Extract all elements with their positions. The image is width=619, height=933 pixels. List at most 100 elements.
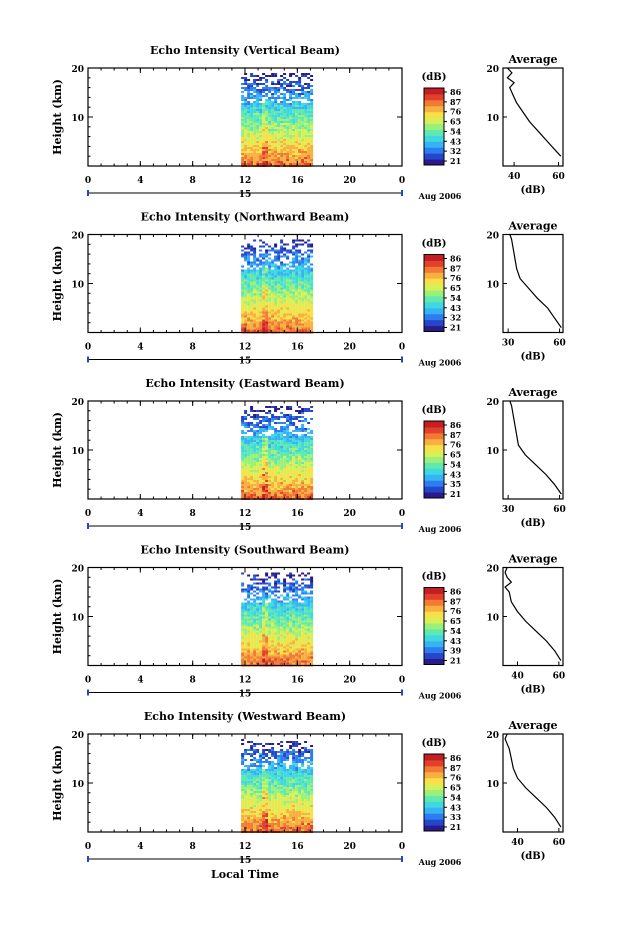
profile-x-tick: 30 — [502, 505, 515, 515]
colorbar-tick: 33 — [450, 812, 462, 822]
x-tick-label: 12 — [239, 343, 252, 353]
x-tick-label: 20 — [343, 176, 356, 186]
x-tick-label: 8 — [190, 343, 196, 353]
colorbar-tick: 39 — [450, 646, 462, 656]
panel-title: Echo Intensity (Vertical Beam) — [150, 44, 340, 57]
colorbar-tick: 43 — [450, 469, 462, 479]
panel-title: Echo Intensity (Southward Beam) — [141, 544, 350, 557]
colorbar-tick: 54 — [450, 126, 462, 136]
colorbar-tick: 54 — [450, 293, 462, 303]
date-day: 15 — [239, 523, 252, 533]
date-month: Aug 2006 — [418, 857, 462, 867]
x-tick-label: 4 — [137, 509, 143, 519]
colorbar-unit: (dB) — [422, 72, 447, 83]
x-tick-label: 20 — [343, 509, 356, 519]
profile-line — [510, 235, 561, 328]
x-tick-label: 0 — [399, 343, 405, 353]
colorbar-tick: 43 — [450, 303, 462, 313]
y-tick-label: 20 — [71, 565, 84, 575]
x-tick-label: 20 — [343, 676, 356, 686]
colorbar-tick: 86 — [450, 587, 462, 597]
x-tick-label: 0 — [399, 509, 405, 519]
date-month: Aug 2006 — [418, 358, 462, 368]
panels: Echo Intensity (Vertical Beam) 0 4 8 12 16 20 0… — [51, 44, 566, 867]
colorbar-unit: (dB) — [422, 738, 447, 749]
panel-title: Echo Intensity (Eastward Beam) — [145, 377, 344, 390]
x-tick-label: 12 — [239, 176, 252, 186]
colorbar — [424, 754, 444, 832]
profile-line — [505, 734, 561, 827]
colorbar-tick: 76 — [450, 606, 462, 616]
x-tick-label: 8 — [190, 509, 196, 519]
profile-y-tick: 10 — [486, 447, 499, 457]
x-tick-label: 0 — [85, 842, 91, 852]
colorbar-tick: 21 — [450, 156, 461, 166]
y-tick-label: 10 — [71, 114, 84, 124]
profile-x-tick: 60 — [553, 838, 566, 848]
x-tick-label: 0 — [399, 176, 405, 186]
colorbar-tick: 76 — [450, 440, 462, 450]
x-tick-label: 16 — [291, 676, 304, 686]
profile-y-tick: 10 — [486, 614, 499, 624]
x-tick-label: 8 — [190, 842, 196, 852]
x-tick-label: 0 — [399, 842, 405, 852]
colorbar — [424, 421, 444, 499]
x-tick-label: 4 — [137, 676, 143, 686]
colorbar-tick: 65 — [450, 117, 461, 127]
profile-y-tick: 10 — [486, 114, 499, 124]
colorbar — [424, 88, 444, 166]
profile-frame — [503, 68, 563, 166]
profile-line — [510, 401, 561, 494]
y-tick-label: 10 — [71, 614, 84, 624]
y-axis-label: Height (km) — [51, 745, 64, 821]
profile-x-tick: 60 — [553, 339, 566, 349]
date-day: 15 — [239, 190, 252, 200]
profile-y-tick: 20 — [486, 232, 499, 242]
x-tick-label: 12 — [239, 842, 252, 852]
x-tick-label: 20 — [343, 343, 356, 353]
x-tick-label: 4 — [137, 343, 143, 353]
colorbar-tick: 43 — [450, 136, 462, 146]
y-tick-label: 10 — [71, 780, 84, 790]
colorbar-unit: (dB) — [422, 572, 447, 583]
profile-x-tick: 60 — [552, 172, 565, 182]
profile-x-tick: 60 — [553, 672, 566, 682]
colorbar — [424, 255, 444, 333]
profile-line — [505, 568, 561, 661]
date-month: Aug 2006 — [418, 691, 462, 701]
colorbar-tick: 54 — [450, 792, 462, 802]
x-tick-label: 0 — [399, 676, 405, 686]
y-tick-label: 20 — [71, 398, 84, 408]
profile-y-tick: 10 — [486, 780, 499, 790]
colorbar-tick: 87 — [450, 763, 461, 773]
date-day: 15 — [239, 690, 252, 700]
profile-x-tick: 60 — [553, 505, 566, 515]
x-tick-label: 16 — [291, 842, 304, 852]
profile-y-tick: 20 — [486, 565, 499, 575]
y-tick-label: 20 — [71, 65, 84, 75]
colorbar-tick: 21 — [450, 656, 461, 666]
y-axis-label: Height (km) — [51, 579, 64, 655]
profile-title: Average — [507, 553, 557, 566]
colorbar-tick: 86 — [450, 254, 462, 264]
y-tick-label: 20 — [71, 232, 84, 242]
profile-y-tick: 20 — [486, 731, 499, 741]
colorbar-tick: 43 — [450, 802, 462, 812]
y-axis-label: Height (km) — [51, 412, 64, 488]
profile-y-tick: 20 — [486, 398, 499, 408]
colorbar-tick: 65 — [450, 783, 461, 793]
x-tick-label: 20 — [343, 842, 356, 852]
profile-x-tick: 40 — [511, 838, 524, 848]
y-axis-label: Height (km) — [51, 79, 64, 155]
heatmap-cells — [241, 739, 313, 833]
colorbar-tick: 86 — [450, 753, 462, 763]
heatmap-cells — [241, 573, 313, 667]
colorbar-tick: 76 — [450, 273, 462, 283]
colorbar-tick: 65 — [450, 616, 461, 626]
profile-x-label: (dB) — [521, 518, 546, 529]
y-axis-label: Height (km) — [51, 246, 64, 322]
colorbar-tick: 54 — [450, 626, 462, 636]
